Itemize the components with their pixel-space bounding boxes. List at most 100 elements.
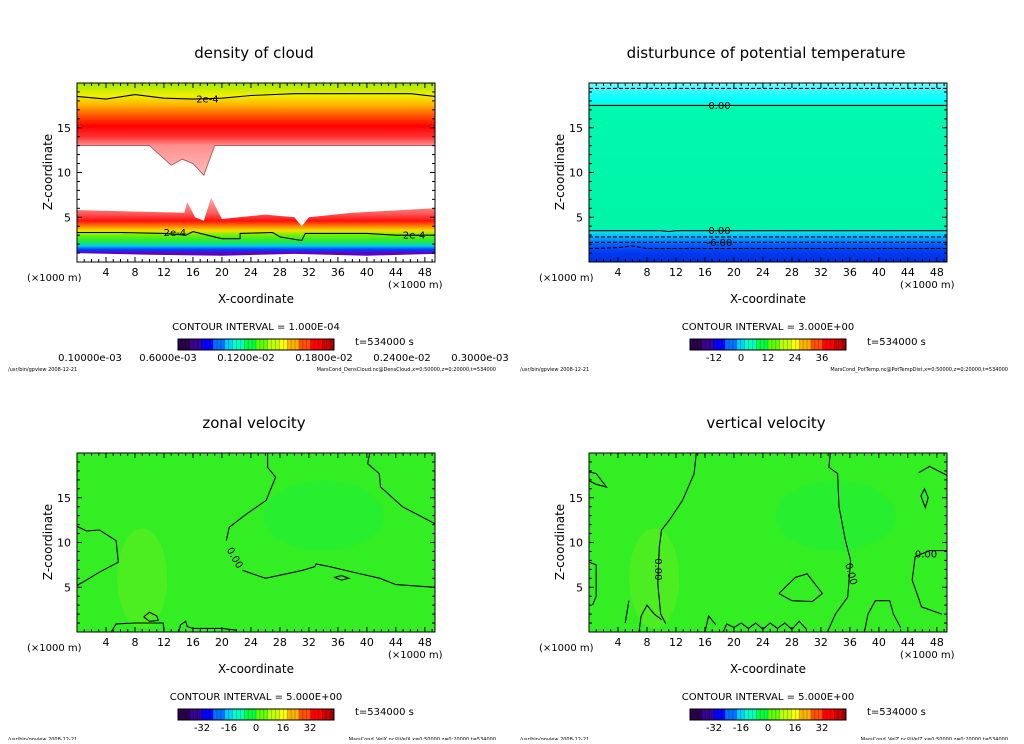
colorbar-segment [736,709,741,720]
colorbar-segment [799,709,804,720]
colorbar-segment [205,339,210,350]
colorbar-segment [181,339,187,350]
x-tick-label: 24 [756,266,770,279]
contour-line [826,453,852,632]
x-tick-label: 44 [389,266,403,279]
x-tick-label: 16 [698,266,712,279]
contour-line [704,614,717,632]
x-tick-label: 28 [273,636,287,649]
colorbar-segment [807,339,812,350]
x-tick-label: 12 [157,636,171,649]
x-axis-label: X-coordinate [730,292,806,306]
plot-area: 0.000.00-6.00 [589,83,947,262]
colorbar-segment [732,339,738,350]
contour-line [624,600,630,624]
y-tick-label: 10 [569,167,583,180]
colorbar-label: 0.2400e-02 [373,353,430,364]
colorbar-segment [826,339,831,350]
colorbar-segment [209,709,214,720]
colorbar-segment [287,339,292,350]
colorbar-segment [721,339,726,350]
colorbar-segment [224,709,229,720]
x-axis-label: X-coordinate [730,662,806,676]
colorbar-segment [717,339,722,350]
contour-line [242,563,435,588]
upper-cloud-fill [77,83,435,176]
colorbar-segment [814,339,819,350]
x-tick-label: 40 [360,636,374,649]
colorbar-segment [693,339,699,350]
colorbar-label: -32 [706,723,722,734]
colorbar-segment [178,709,183,720]
colorbar-segment [330,709,335,720]
colorbar-label: 16 [277,723,290,734]
contour-line [110,622,165,632]
colorbar-segment [768,709,773,720]
x-unit-label-right: (×1000 m) [900,650,955,661]
x-tick-label: 36 [843,636,857,649]
colorbar-segment [201,709,206,720]
colorbar-frame [689,338,847,351]
colorbar-segment [764,339,769,350]
colorbar-segment [240,709,245,720]
x-tick-label: 8 [131,636,138,649]
colorbar-segment [232,709,237,720]
colorbar-segment [220,709,226,720]
y-tick-label: 10 [57,167,71,180]
contour-line [366,453,435,525]
colorbar-segment [279,709,284,720]
contour-line [334,575,351,581]
colorbar-segment [271,709,276,720]
colorbar-label: -16 [221,723,237,734]
colorbar-segment [263,709,268,720]
colorbar-segment [732,709,738,720]
colorbar-segment [224,339,229,350]
x-tick-label: 24 [756,636,770,649]
x-tick-label: 36 [331,636,345,649]
x-tick-label: 28 [785,266,799,279]
x-tick-label: 4 [614,266,621,279]
y-tick-label: 15 [569,492,583,505]
y-tick-label: 5 [64,581,71,594]
colorbar-segment [705,339,710,350]
colorbar-segment [787,709,792,720]
colorbar-segment [725,709,730,720]
contour-line [77,231,435,242]
colorbar-segment [818,709,823,720]
contour-label: 2e-4 [164,228,187,239]
colorbar-segment [803,709,808,720]
x-tick-label: 32 [814,636,828,649]
x-tick-label: 20 [215,266,229,279]
footer-left: /usr/bin/gpview 2008-12-21 [520,367,589,373]
x-tick-label: 12 [157,266,171,279]
colorbar-segment [779,339,784,350]
x-tick-label: 40 [872,266,886,279]
colorbar-frame [689,708,847,721]
contour-line [589,230,947,233]
colorbar-segment [748,709,753,720]
velocity-anomaly [629,528,680,629]
y-tick-label: 10 [569,537,583,550]
colorbar-label: 0 [738,353,744,364]
x-unit-label-left: (×1000 m) [27,273,82,284]
contour-line [77,93,435,100]
colorbar-segment [193,709,198,720]
colorbar-segment [713,339,718,350]
colorbar-segment [756,709,761,720]
y-tick-label: 15 [57,492,71,505]
x-tick-label: 48 [930,636,944,649]
colorbar-segment [822,709,827,720]
x-tick-label: 4 [102,266,109,279]
colorbar-segment [826,709,831,720]
colorbar-segment [690,339,695,350]
x-tick-label: 44 [389,636,403,649]
y-axis-label: Z-coordinate [553,504,567,580]
colorbar-label: -16 [733,723,749,734]
colorbar-segment [701,709,706,720]
colorbar-label: -12 [706,353,722,364]
x-tick-label: 48 [418,636,432,649]
contour-line [589,471,608,488]
colorbar-segment [775,709,780,720]
contour-line [589,245,947,250]
colorbar-segment [291,339,296,350]
